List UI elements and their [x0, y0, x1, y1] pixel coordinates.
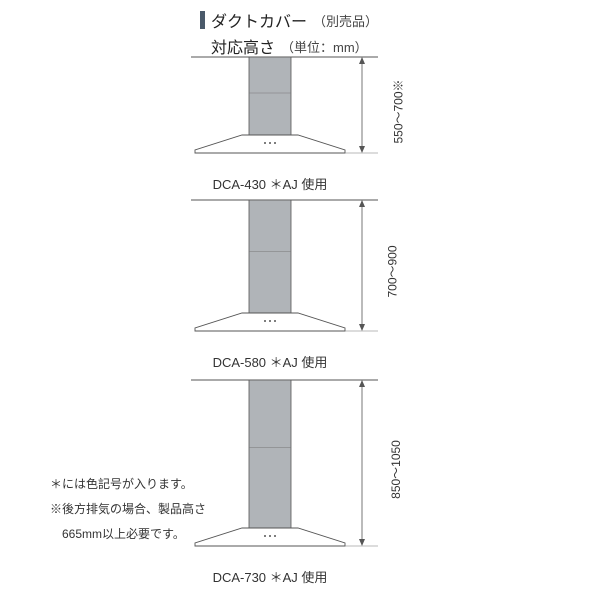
range-hood-diagram	[190, 198, 390, 348]
header-marker	[200, 11, 205, 29]
range-hood-diagram	[190, 55, 390, 170]
dimension-label: 700～900	[384, 245, 401, 297]
model-label: DCA-430 ＊AJ 使用	[195, 174, 345, 193]
title-paren: （別売品）	[313, 11, 378, 30]
model-label: DCA-580 ＊AJ 使用	[195, 352, 345, 371]
footnote-1: ＊には色記号が入ります。	[50, 475, 206, 494]
footnote-2-line1: ※後方排気の場合、製品高さ	[50, 500, 206, 519]
header: ダクトカバー （別売品） 対応高さ （単位：mm）	[200, 8, 378, 58]
model-label: DCA-730 ＊AJ 使用	[195, 567, 345, 586]
dimension-label: 550～700※	[390, 79, 407, 143]
footnotes: ＊には色記号が入ります。 ※後方排気の場合、製品高さ 665mm以上必要です。	[50, 475, 206, 551]
title: ダクトカバー	[211, 8, 307, 32]
diagram-0: 550～700※DCA-430 ＊AJ 使用	[190, 55, 390, 193]
diagram-2: 850～1050DCA-730 ＊AJ 使用	[190, 378, 390, 586]
range-hood-diagram	[190, 378, 390, 563]
subtitle-paren: （単位：mm）	[281, 37, 368, 56]
dimension-label: 850～1050	[387, 440, 404, 499]
diagram-1: 700～900DCA-580 ＊AJ 使用	[190, 198, 390, 371]
footnote-2-line2: 665mm以上必要です。	[50, 525, 206, 544]
